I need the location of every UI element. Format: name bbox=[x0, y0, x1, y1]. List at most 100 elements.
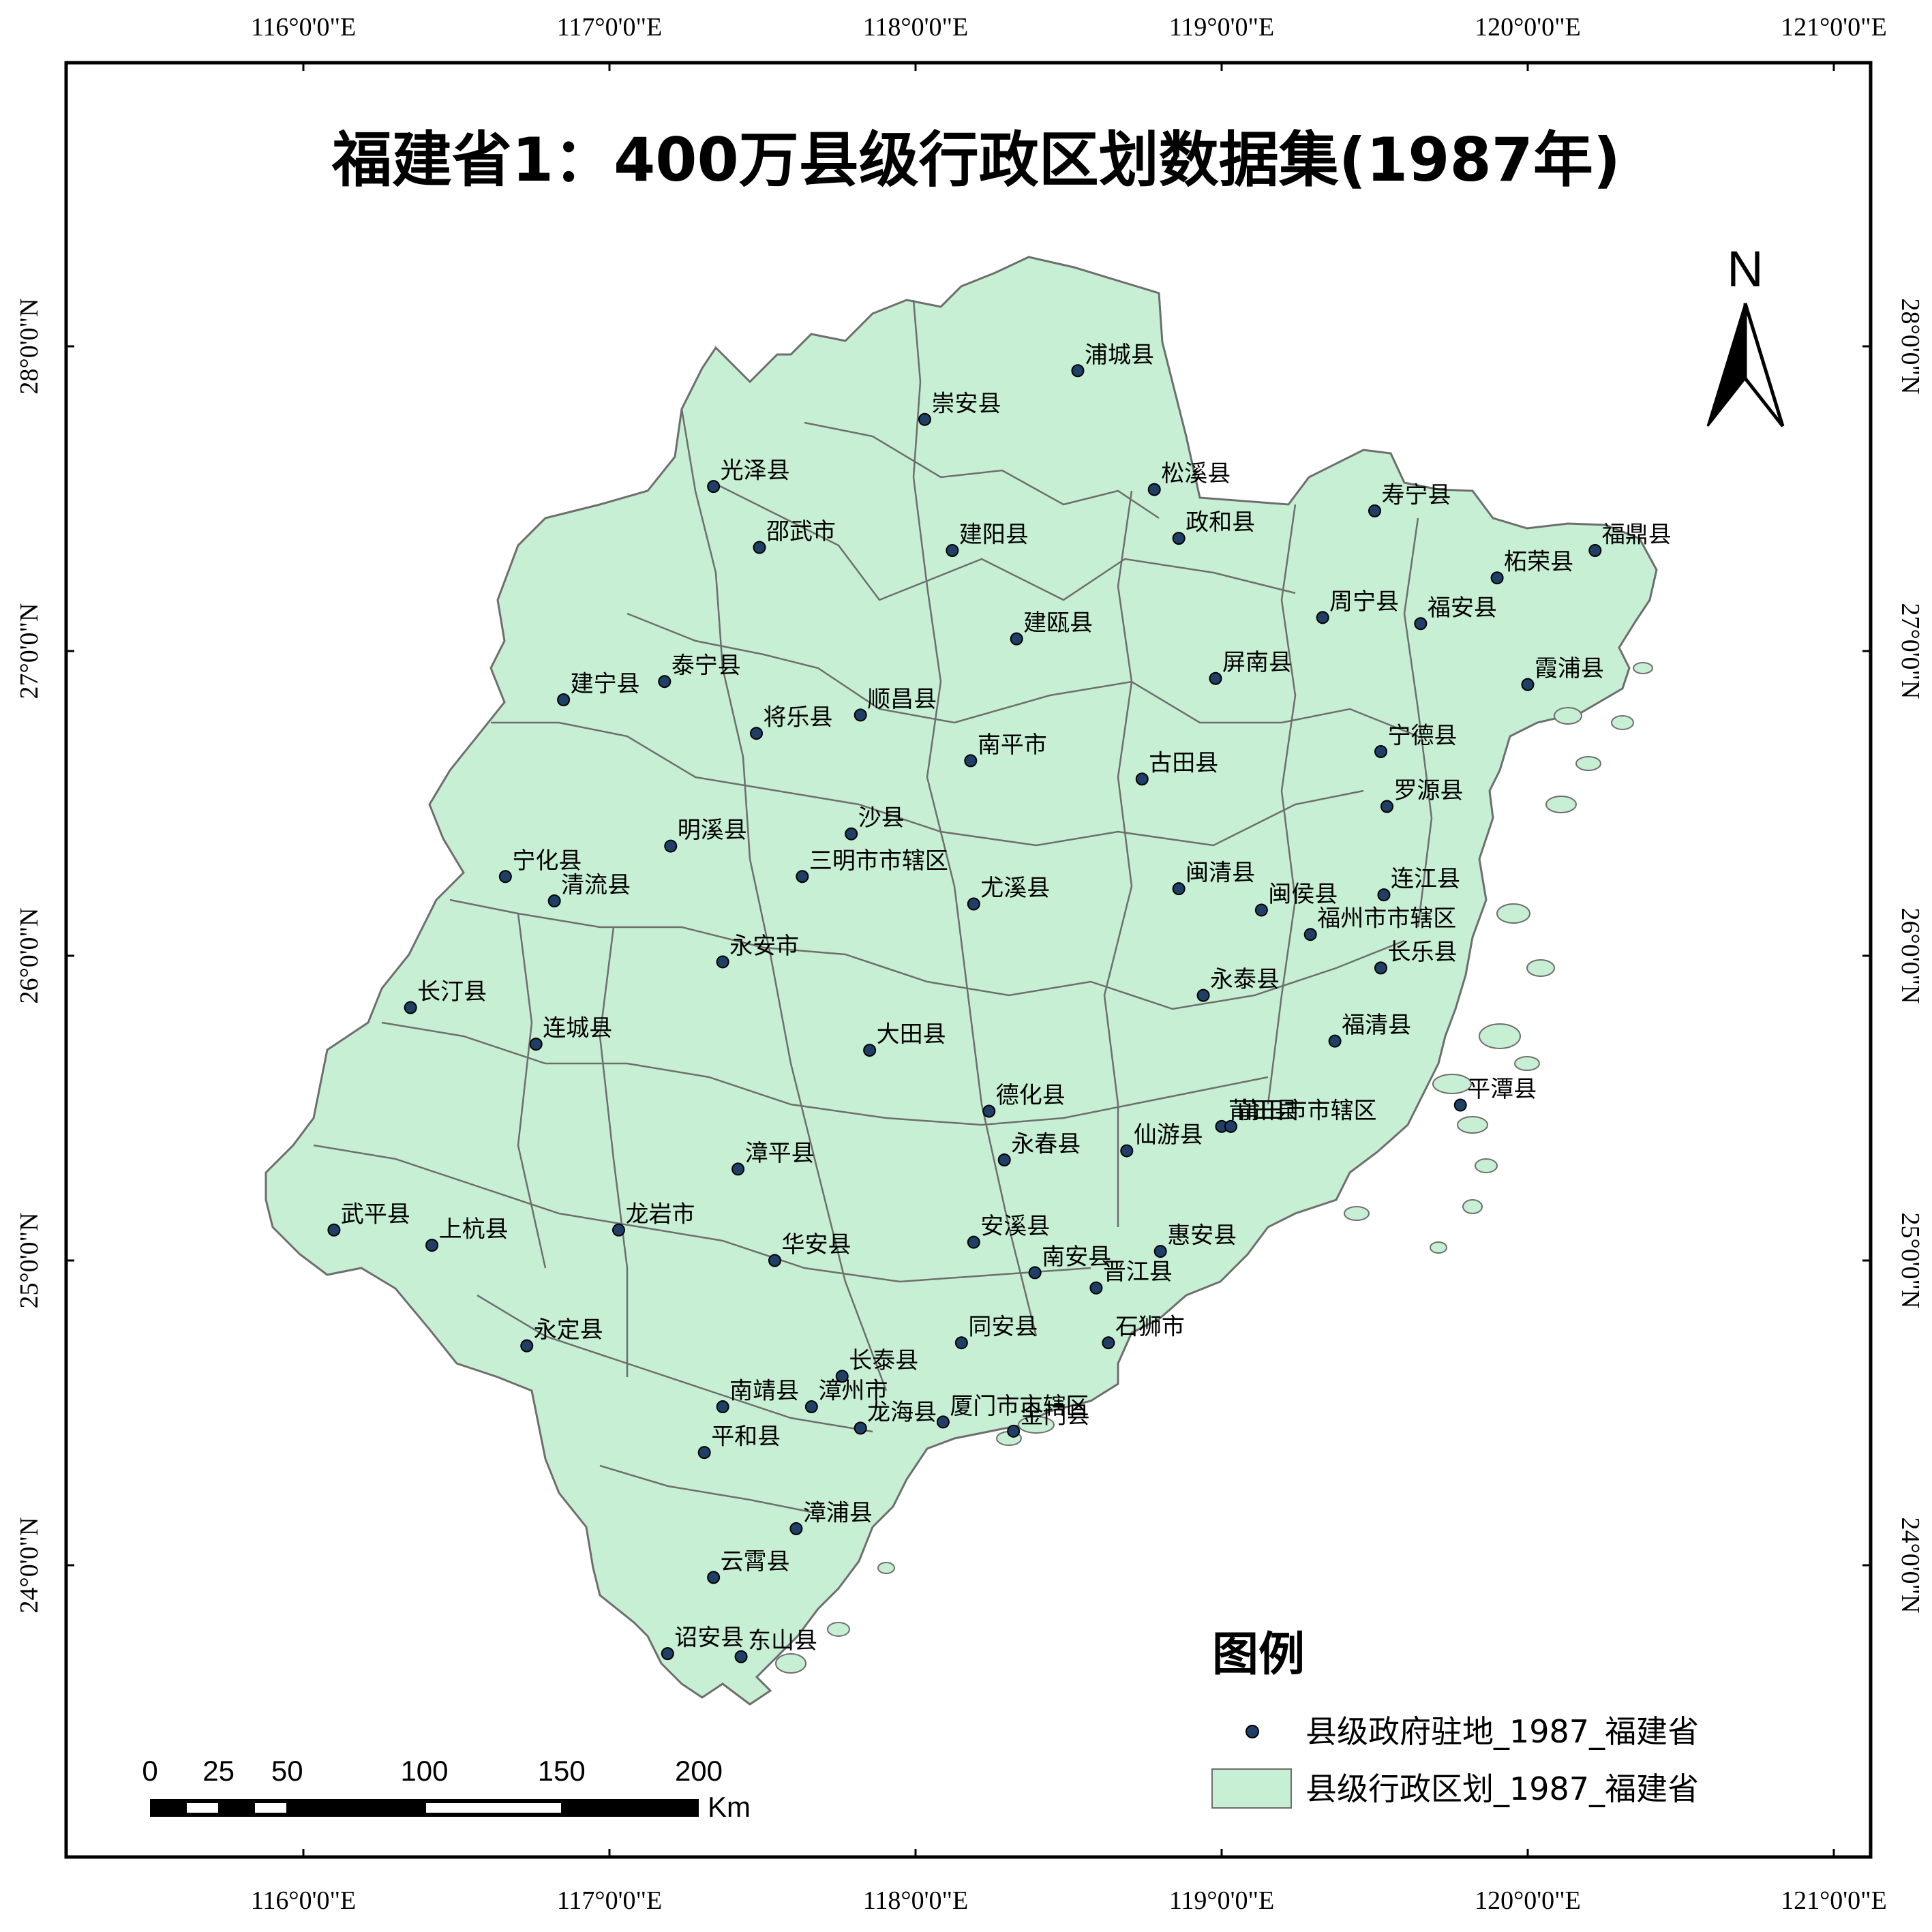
county-seat-point bbox=[529, 1038, 543, 1051]
county-seat-point bbox=[425, 1239, 439, 1252]
county-label: 连江县 bbox=[1391, 866, 1460, 893]
county-label: 长乐县 bbox=[1387, 939, 1457, 966]
county-label: 长汀县 bbox=[417, 978, 487, 1006]
county-boundary-line bbox=[491, 721, 1364, 847]
county-label: 厦门市市辖区 bbox=[950, 1393, 1089, 1420]
county-label: 莆田县 bbox=[1228, 1097, 1298, 1124]
county-seat-point bbox=[612, 1223, 625, 1237]
county-seat-point bbox=[658, 675, 671, 689]
county-label: 柘荣县 bbox=[1504, 549, 1573, 576]
island-polygon bbox=[1554, 707, 1582, 725]
county-label: 永定县 bbox=[534, 1316, 603, 1344]
county-label: 尤溪县 bbox=[980, 875, 1050, 902]
scale-bar-body bbox=[150, 1799, 699, 1817]
lat-tick-label-left: 24°0'0"N bbox=[15, 1518, 44, 1614]
county-seat-point bbox=[967, 897, 980, 911]
county-seat-point bbox=[1521, 678, 1535, 691]
legend-item-polygons-label: 县级行政区划_1987_福建省 bbox=[1305, 1770, 1699, 1807]
county-seat-point bbox=[1380, 800, 1393, 813]
county-label: 永泰县 bbox=[1210, 966, 1280, 993]
county-label: 仙游县 bbox=[1134, 1121, 1203, 1149]
county-seat-point bbox=[1588, 543, 1602, 557]
lon-tick-label-top: 117°0'0"E bbox=[557, 13, 662, 42]
county-seat-point bbox=[734, 1650, 748, 1663]
lon-tick-label-top: 121°0'0"E bbox=[1781, 13, 1887, 42]
county-label: 东山县 bbox=[748, 1627, 817, 1655]
island-polygon bbox=[1479, 1023, 1521, 1049]
county-seat-point bbox=[1172, 532, 1186, 545]
county-label: 宁化县 bbox=[512, 847, 582, 875]
county-label: 南平市 bbox=[978, 731, 1047, 759]
scale-bar-labels: 0 25 50 100 150 200 bbox=[142, 1755, 723, 1787]
county-seat-point bbox=[1010, 632, 1023, 646]
scale-bar-segment bbox=[255, 1803, 286, 1813]
lat-tick-label-left: 25°0'0"N bbox=[15, 1213, 44, 1309]
lat-tick-label-left: 26°0'0"N bbox=[15, 908, 44, 1004]
county-seat-point bbox=[697, 1446, 711, 1460]
island-polygon bbox=[1430, 1241, 1447, 1254]
lat-tick-label-right: 24°0'0"N bbox=[1896, 1518, 1925, 1614]
county-seat-point bbox=[789, 1522, 803, 1535]
island-polygon bbox=[1575, 756, 1601, 771]
lat-tick-label-left: 28°0'0"N bbox=[15, 299, 44, 395]
county-seat-point bbox=[1453, 1098, 1467, 1112]
county-label: 晋江县 bbox=[1103, 1258, 1173, 1286]
county-boundary-line bbox=[599, 1464, 819, 1515]
lat-tick-label-right: 25°0'0"N bbox=[1896, 1213, 1925, 1309]
county-seat-point bbox=[1303, 928, 1317, 941]
county-label: 清流县 bbox=[561, 872, 631, 899]
county-label: 罗源县 bbox=[1393, 777, 1463, 804]
county-seat-point bbox=[716, 955, 729, 969]
lon-tick-label-top: 116°0'0"E bbox=[251, 13, 356, 42]
island-polygon bbox=[1018, 1416, 1055, 1434]
county-label: 龙海县 bbox=[867, 1399, 937, 1426]
county-seat-point bbox=[1368, 504, 1381, 517]
county-seat-point bbox=[863, 1044, 877, 1057]
county-seat-point bbox=[707, 480, 721, 494]
county-seat-point bbox=[404, 1001, 417, 1014]
county-boundary-line bbox=[313, 1144, 1091, 1283]
county-seat-point bbox=[1224, 1119, 1237, 1133]
county-label: 云霄县 bbox=[721, 1548, 790, 1575]
county-seat-point bbox=[768, 1254, 781, 1267]
county-label: 建阳县 bbox=[959, 521, 1029, 548]
county-seat-point bbox=[854, 708, 867, 722]
county-label: 福清县 bbox=[1342, 1012, 1411, 1039]
county-label: 上杭县 bbox=[439, 1216, 509, 1243]
county-seat-point bbox=[1196, 988, 1210, 1002]
county-label: 漳浦县 bbox=[803, 1499, 873, 1526]
county-boundary-line bbox=[599, 926, 629, 1377]
county-seat-point bbox=[1490, 571, 1504, 585]
scale-bar-label: 200 bbox=[675, 1755, 723, 1787]
lat-tick-label-left: 27°0'0"N bbox=[15, 603, 44, 699]
county-seat-point bbox=[936, 1415, 950, 1429]
county-label: 顺昌县 bbox=[867, 686, 937, 713]
scale-bar: 0 25 50 100 150 200 Km bbox=[142, 1755, 751, 1823]
county-seat-point bbox=[1071, 364, 1085, 378]
county-label: 建宁县 bbox=[571, 671, 640, 698]
county-label: 沙县 bbox=[858, 804, 905, 832]
county-seat-point bbox=[1316, 611, 1329, 624]
county-label: 明溪县 bbox=[678, 817, 747, 844]
county-label: 寿宁县 bbox=[1382, 481, 1451, 509]
scale-bar-unit: Km bbox=[708, 1791, 751, 1823]
county-label: 古田县 bbox=[1149, 750, 1218, 777]
coastal-islands bbox=[775, 662, 1653, 1674]
county-seat-point bbox=[547, 894, 561, 908]
island-polygon bbox=[1526, 959, 1555, 977]
county-seat-point bbox=[753, 541, 766, 554]
county-seat-point bbox=[1147, 483, 1161, 496]
island-polygon bbox=[1496, 903, 1530, 924]
island-polygon bbox=[877, 1562, 895, 1574]
county-boundary-line bbox=[449, 899, 1405, 1010]
scale-bar-label: 100 bbox=[400, 1755, 448, 1787]
county-label: 宁德县 bbox=[1387, 723, 1457, 750]
map-frame bbox=[64, 61, 1873, 1859]
lon-tick-label-bottom: 116°0'0"E bbox=[251, 1886, 356, 1915]
county-boundary-line bbox=[804, 421, 1160, 519]
county-label: 福鼎县 bbox=[1602, 521, 1672, 548]
county-boundary-line bbox=[1267, 504, 1297, 1105]
county-label: 南安县 bbox=[1042, 1243, 1111, 1271]
